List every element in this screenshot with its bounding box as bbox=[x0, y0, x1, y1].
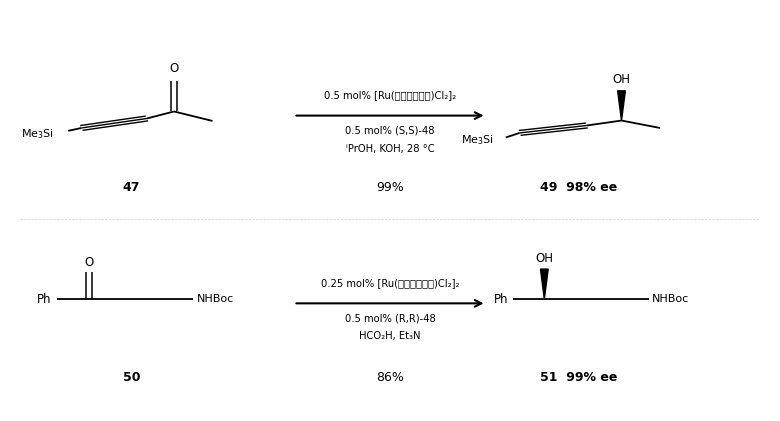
Text: NHBoc: NHBoc bbox=[197, 294, 234, 304]
Text: 49  98% ee: 49 98% ee bbox=[541, 181, 618, 195]
Text: O: O bbox=[84, 256, 94, 269]
Text: 0.25 mol% [Ru(甲基異丙基苯)Cl₂]₂: 0.25 mol% [Ru(甲基異丙基苯)Cl₂]₂ bbox=[321, 278, 459, 288]
Text: 0.5 mol% [Ru(甲基異丙基苯)Cl₂]₂: 0.5 mol% [Ru(甲基異丙基苯)Cl₂]₂ bbox=[324, 90, 456, 100]
Text: NHBoc: NHBoc bbox=[652, 294, 690, 304]
Text: 51  99% ee: 51 99% ee bbox=[541, 371, 618, 384]
Text: 86%: 86% bbox=[376, 371, 404, 384]
Text: 50: 50 bbox=[122, 371, 140, 384]
Text: Ph: Ph bbox=[495, 293, 509, 306]
Polygon shape bbox=[618, 91, 626, 120]
Text: Me$_3$Si: Me$_3$Si bbox=[21, 127, 54, 141]
Text: OH: OH bbox=[535, 252, 553, 265]
Text: 0.5 mol% (S,S)-48: 0.5 mol% (S,S)-48 bbox=[346, 126, 434, 136]
Text: Me$_3$Si: Me$_3$Si bbox=[461, 133, 494, 147]
Text: HCO₂H, Et₃N: HCO₂H, Et₃N bbox=[360, 331, 420, 341]
Text: 99%: 99% bbox=[376, 181, 404, 195]
Text: Ph: Ph bbox=[37, 293, 51, 306]
Text: 47: 47 bbox=[122, 181, 140, 195]
Text: ⁱPrOH, KOH, 28 °C: ⁱPrOH, KOH, 28 °C bbox=[346, 144, 434, 154]
Text: OH: OH bbox=[612, 73, 630, 86]
Polygon shape bbox=[541, 269, 548, 299]
Text: O: O bbox=[169, 62, 179, 75]
Text: 0.5 mol% (R,R)-48: 0.5 mol% (R,R)-48 bbox=[345, 314, 435, 324]
